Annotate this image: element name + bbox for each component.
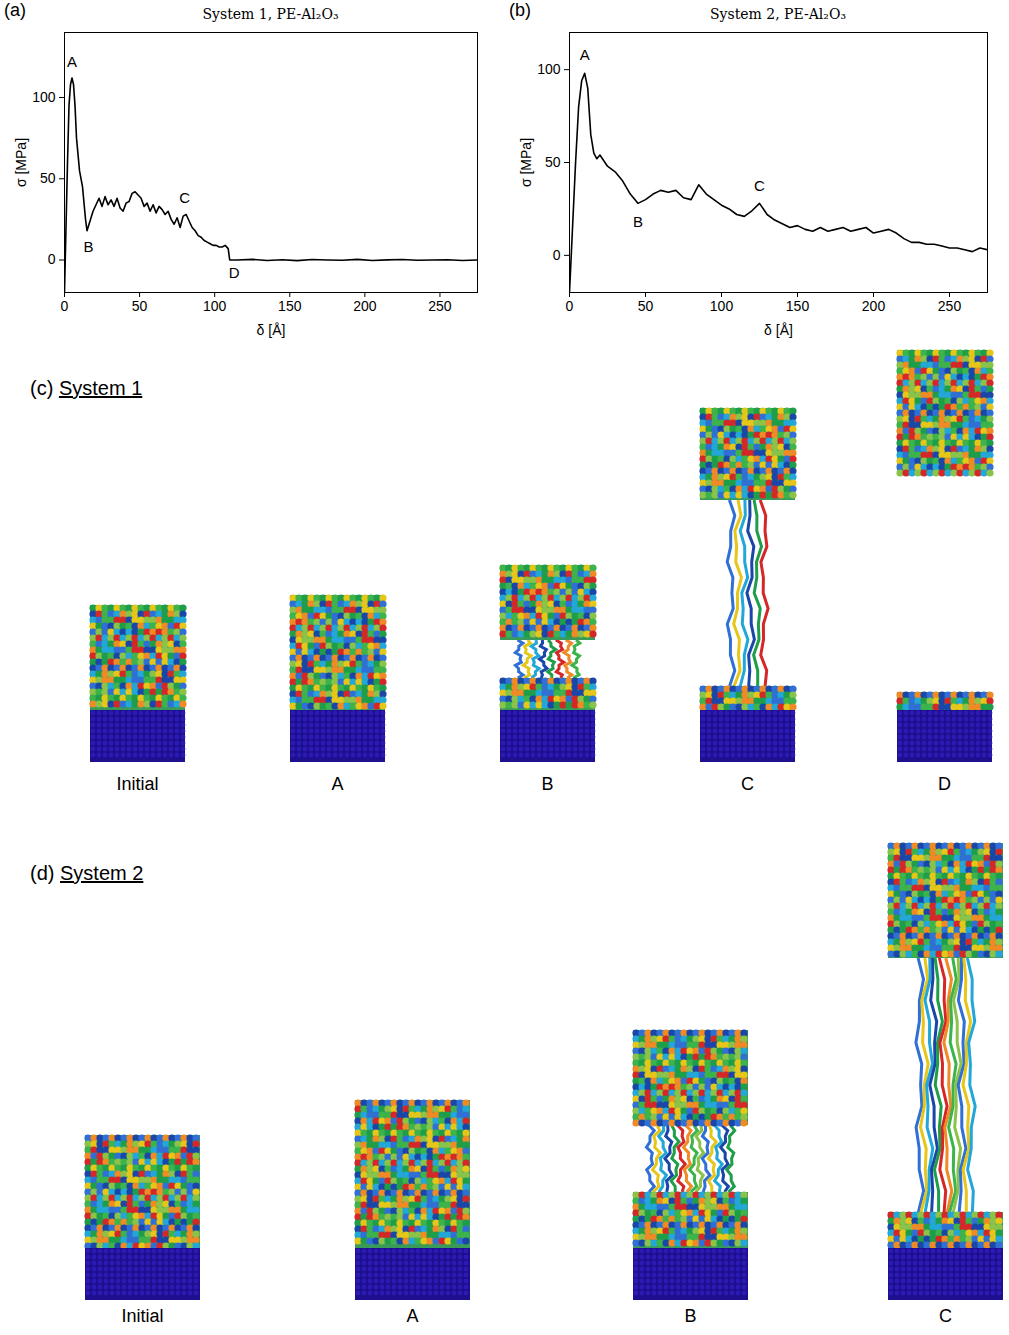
svg-text:250: 250 (428, 298, 452, 314)
svg-text:C: C (754, 177, 765, 194)
svg-text:C: C (939, 1306, 952, 1326)
svg-text:150: 150 (278, 298, 302, 314)
svg-text:200: 200 (862, 298, 886, 314)
svg-text:100: 100 (203, 298, 227, 314)
svg-text:A: A (580, 46, 590, 63)
svg-text:150: 150 (786, 298, 810, 314)
html-text:System 2, PE-Al₂O₃: System 2, PE-Al₂O₃ (710, 6, 846, 22)
svg-text:D: D (229, 264, 240, 281)
svg-text:δ [Å]: δ [Å] (764, 322, 793, 338)
svg-text:A: A (331, 774, 343, 794)
svg-text:D: D (938, 774, 951, 794)
svg-text:50: 50 (132, 298, 148, 314)
svg-text:δ [Å]: δ [Å] (257, 322, 286, 338)
svg-text:50: 50 (40, 170, 56, 186)
svg-text:0: 0 (61, 298, 69, 314)
svg-text:(c) System 1: (c) System 1 (30, 377, 142, 399)
svg-text:B: B (541, 774, 553, 794)
svg-text:Initial: Initial (116, 774, 158, 794)
svg-text:A: A (67, 53, 77, 70)
svg-text:50: 50 (545, 154, 561, 170)
svg-text:100: 100 (537, 61, 561, 77)
svg-text:100: 100 (32, 89, 56, 105)
svg-text:B: B (684, 1306, 696, 1326)
html-text:System 1, PE-Al₂O₃: System 1, PE-Al₂O₃ (202, 6, 339, 22)
svg-text:A: A (406, 1306, 418, 1326)
svg-text:Initial: Initial (121, 1306, 163, 1326)
svg-text:σ [MPa]: σ [MPa] (13, 138, 29, 187)
svg-text:200: 200 (353, 298, 377, 314)
svg-text:0: 0 (566, 298, 574, 314)
svg-text:100: 100 (710, 298, 734, 314)
svg-text:250: 250 (938, 298, 962, 314)
svg-text:0: 0 (48, 251, 56, 267)
svg-text:B: B (84, 238, 94, 255)
html-text:(a): (a) (4, 0, 26, 20)
svg-text:C: C (179, 189, 190, 206)
svg-text:σ [MPa]: σ [MPa] (518, 138, 534, 187)
svg-text:B: B (633, 213, 643, 230)
svg-text:(d) System 2: (d) System 2 (30, 862, 143, 884)
svg-text:0: 0 (553, 247, 561, 263)
html-text:(b): (b) (509, 0, 531, 20)
svg-text:50: 50 (638, 298, 654, 314)
svg-text:C: C (741, 774, 754, 794)
